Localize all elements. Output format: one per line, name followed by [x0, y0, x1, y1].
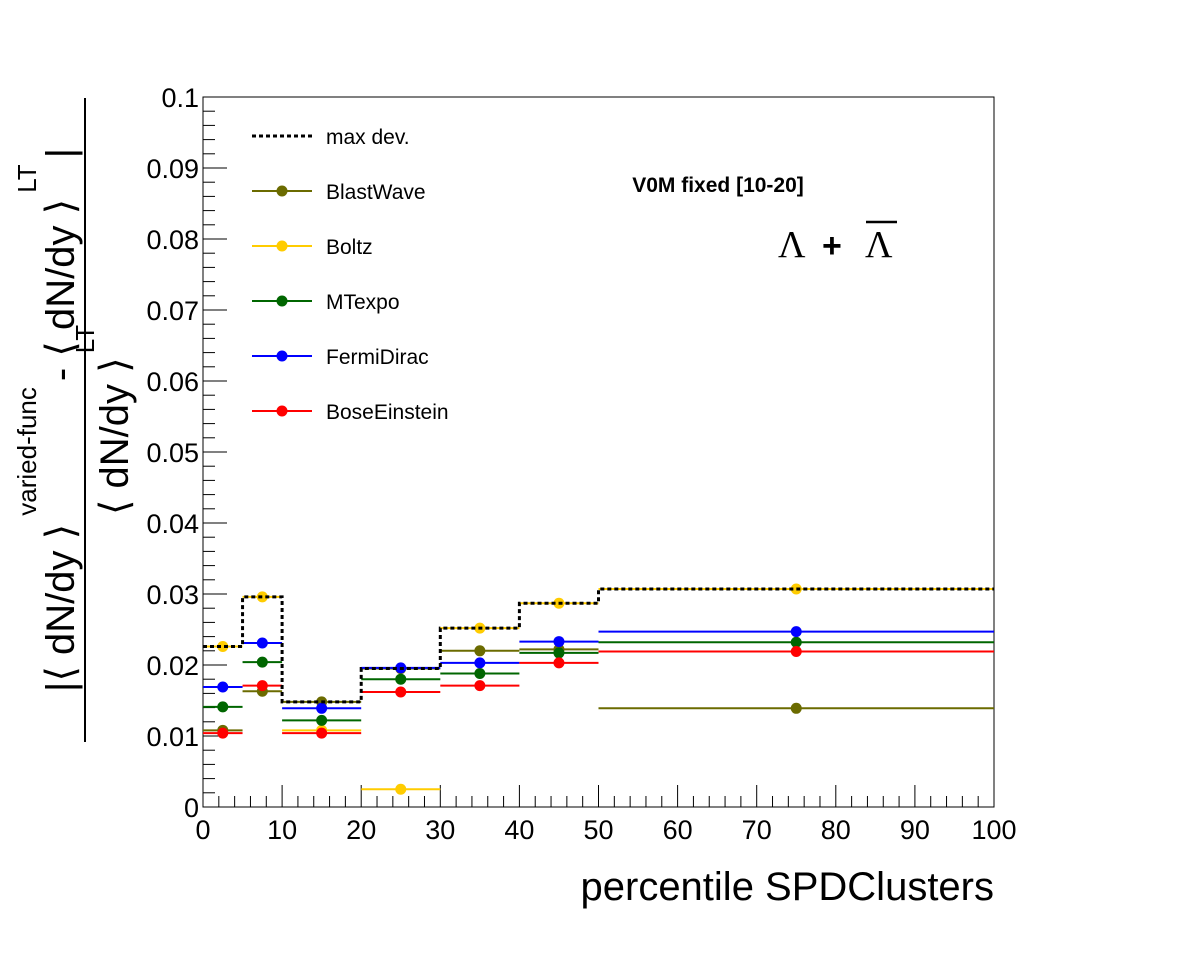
- series-point: [474, 680, 486, 692]
- series-point: [256, 591, 268, 603]
- y-tick-label: 0.04: [146, 509, 199, 539]
- x-tick-label: 10: [267, 815, 297, 845]
- y-tick-label: 0: [184, 793, 199, 823]
- series-point: [790, 636, 802, 648]
- series-point: [256, 680, 268, 692]
- x-tick-label: 100: [971, 815, 1016, 845]
- legend-entry-maxdev: max dev.: [252, 126, 410, 149]
- x-tick-label: 0: [195, 815, 210, 845]
- legend-swatch-marker: [276, 295, 288, 307]
- y-tick-label: 0.05: [146, 438, 199, 468]
- series-point: [790, 626, 802, 638]
- y-axis-title-denominator: ⟨ dN/dy ⟩LT: [70, 325, 137, 515]
- y-tick-label: 0.06: [146, 367, 199, 397]
- series-point: [256, 637, 268, 649]
- x-tick-label: 50: [583, 815, 613, 845]
- series-point: [790, 702, 802, 714]
- legend-label: FermiDirac: [326, 346, 429, 369]
- legend-label: BoseEinstein: [326, 401, 449, 424]
- legend-label: max dev.: [326, 126, 410, 149]
- series-FermiDirac: [203, 626, 994, 714]
- series-point: [395, 673, 407, 685]
- series-point: [316, 714, 328, 726]
- axes: 0 10 20 30 40 50 60 70 80 90 100 0 0.01 0.02 0.03 0.04 0…: [146, 83, 1016, 845]
- legend-entry-mtexpo: MTexpo: [252, 291, 400, 314]
- legend-swatch-marker: [276, 350, 288, 362]
- legend-entry-blastwave: BlastWave: [252, 181, 426, 204]
- particle-label-lambda: Λ: [778, 224, 806, 266]
- series-MTexpo: [203, 636, 994, 726]
- x-tick-label: 70: [742, 815, 772, 845]
- series-point: [316, 727, 328, 739]
- series-point: [395, 686, 407, 698]
- max-dev-line: [203, 587, 994, 704]
- y-tick-label: 0.07: [146, 296, 199, 326]
- series-point: [474, 668, 486, 680]
- legend-entry-boltz: Boltz: [252, 236, 373, 259]
- series-point: [790, 646, 802, 658]
- legend-label: Boltz: [326, 236, 373, 259]
- y-tick-label: 0.02: [146, 651, 199, 681]
- series-point: [553, 636, 565, 648]
- legend-swatch-marker: [276, 240, 288, 252]
- particle-label-plus: +: [822, 227, 842, 265]
- series-point: [217, 701, 229, 713]
- particle-label: Λ + Λ: [778, 220, 897, 266]
- y-tick-label: 0.1: [161, 83, 199, 113]
- particle-label-antilambda: Λ: [865, 224, 893, 266]
- x-tick-label: 90: [900, 815, 930, 845]
- legend-label: BlastWave: [326, 181, 426, 204]
- series-point: [553, 647, 565, 659]
- x-tick-label: 30: [425, 815, 455, 845]
- series-point: [217, 727, 229, 739]
- series-point: [395, 783, 407, 795]
- series-point: [316, 702, 328, 714]
- legend-label: MTexpo: [326, 291, 400, 314]
- series-point: [474, 657, 486, 669]
- legend: max dev. BlastWave Boltz MTexpo FermiDirac Bo…: [252, 126, 449, 424]
- series-layer: [203, 583, 994, 795]
- y-tick-label: 0.09: [146, 154, 199, 184]
- y-tick-label: 0.08: [146, 225, 199, 255]
- x-tick-label: 60: [663, 815, 693, 845]
- series-point: [217, 681, 229, 693]
- series-point: [553, 657, 565, 669]
- y-axis-title-numerator: |⟨ dN/dy ⟩varied-func- ⟨ dN/dy ⟩LT|: [12, 148, 83, 692]
- annotation-text: V0M fixed [10-20]: [632, 174, 804, 197]
- legend-swatch-marker: [276, 405, 288, 417]
- x-tick-label: 40: [504, 815, 534, 845]
- legend-swatch-marker: [276, 185, 288, 197]
- x-tick-label: 20: [346, 815, 376, 845]
- series-point: [790, 583, 802, 595]
- series-point: [256, 656, 268, 668]
- x-tick-label: 80: [821, 815, 851, 845]
- y-tick-label: 0.01: [146, 722, 199, 752]
- x-axis-title: percentile SPDClusters: [581, 865, 995, 909]
- y-axis-title: |⟨ dN/dy ⟩varied-func- ⟨ dN/dy ⟩LT| ⟨ dN…: [12, 98, 137, 742]
- y-tick-label: 0.03: [146, 580, 199, 610]
- legend-entry-fermidirac: FermiDirac: [252, 346, 429, 369]
- series-point: [217, 641, 229, 653]
- series-BoseEinstein: [203, 646, 994, 739]
- legend-entry-boseeinstein: BoseEinstein: [252, 401, 449, 424]
- series-point: [474, 645, 486, 657]
